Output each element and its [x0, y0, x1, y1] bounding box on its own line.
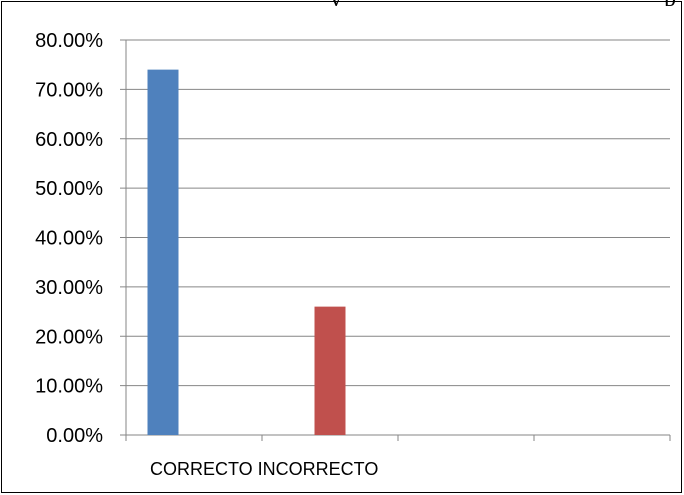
- category-labels: CORRECTO INCORRECTO: [150, 459, 378, 479]
- y-tick-label: 80.00%: [35, 30, 103, 52]
- y-tick-label: 40.00%: [35, 228, 103, 250]
- bar-correcto: [147, 69, 179, 435]
- gridlines: [126, 39, 670, 436]
- caption-fragment-right: p: [664, 0, 676, 6]
- caption-fragment-left: y: [330, 0, 342, 6]
- bars: [147, 69, 346, 435]
- cropped-caption-text: y p: [0, 0, 684, 6]
- axes: [120, 39, 671, 441]
- y-tick-label: 50.00%: [35, 178, 103, 200]
- y-tick-label: 30.00%: [35, 277, 103, 299]
- bar-incorrecto: [314, 306, 346, 435]
- y-tick-label: 0.00%: [46, 425, 103, 447]
- y-tick-label: 20.00%: [35, 326, 103, 348]
- tick-labels: 0.00% 10.00% 20.00% 30.00% 40.00% 50.00% 60.00…: [35, 30, 103, 447]
- y-tick-label: 70.00%: [35, 79, 103, 101]
- y-tick-label: 10.00%: [35, 376, 103, 398]
- y-tick-label: 60.00%: [35, 129, 103, 151]
